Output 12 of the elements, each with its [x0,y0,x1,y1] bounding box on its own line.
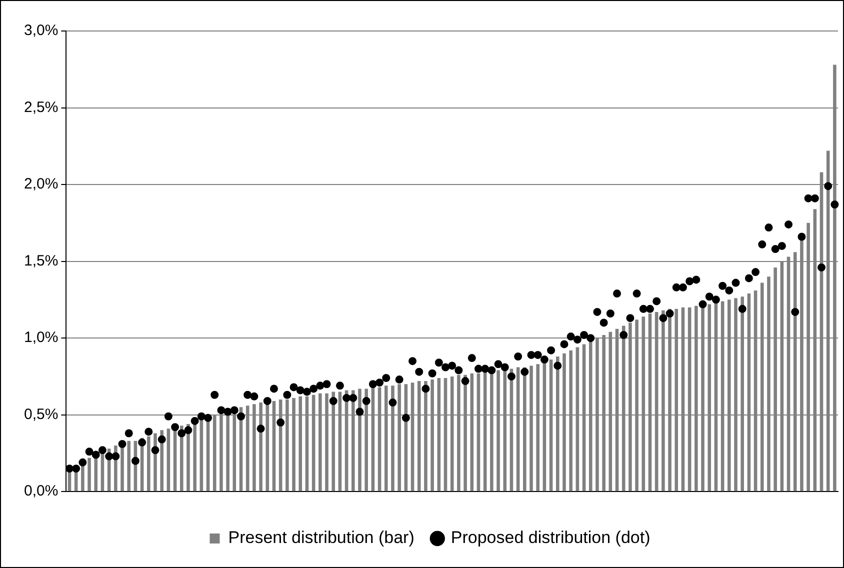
y-tick-label: 1,5% [24,252,58,270]
y-tick-label: 0,5% [24,406,58,423]
legend-label: Proposed distribution (dot) [450,528,650,548]
bar [127,440,131,492]
y-tick-label: 2,0% [24,176,58,193]
y-tick-label: 3,0% [24,22,58,40]
legend-label: Present distribution (bar) [228,528,414,548]
bar [88,458,91,492]
y-tick-label: 2,5% [24,98,58,116]
bar [166,428,170,492]
y-tick-label: 0,0% [24,482,58,500]
y-tick-label: 1,0% [24,329,58,346]
